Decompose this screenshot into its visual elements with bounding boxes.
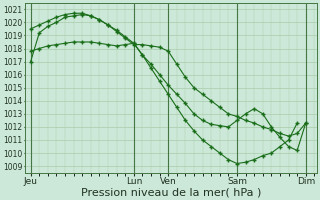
X-axis label: Pression niveau de la mer( hPa ): Pression niveau de la mer( hPa ) bbox=[81, 187, 261, 197]
